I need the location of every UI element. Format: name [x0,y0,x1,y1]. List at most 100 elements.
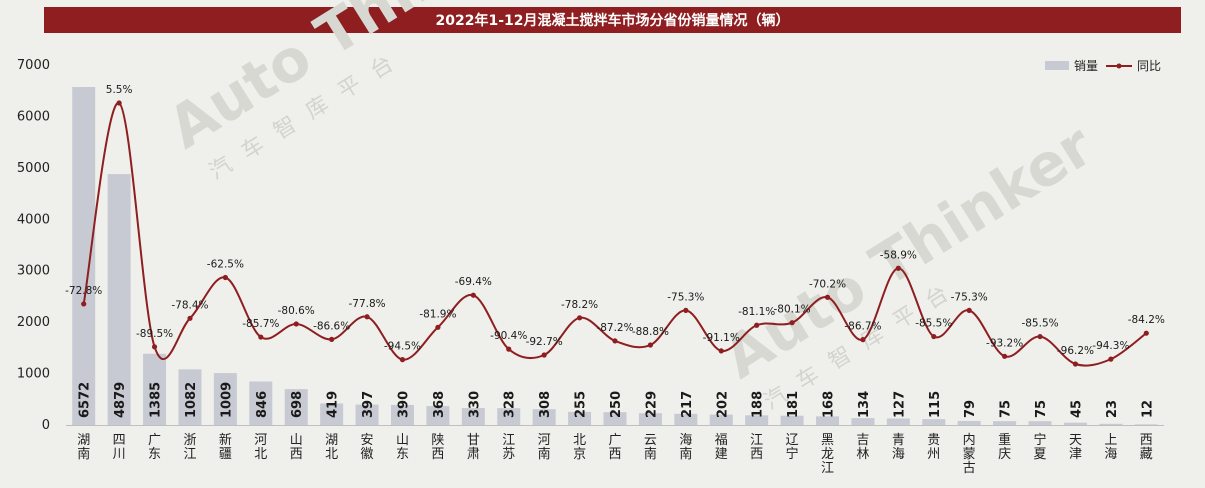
bar-江西 [745,415,769,425]
legend-line-label: 同比 [1137,59,1162,73]
y-tick-label: 6000 [17,109,50,124]
bar-value-label: 1082 [184,382,199,418]
bar-value-label: 12 [1140,400,1155,418]
x-tick-label: 广西 [608,433,621,462]
yoy-point [506,346,512,352]
yoy-point [612,338,618,344]
x-tick-label: 山西 [290,433,303,462]
yoy-point [895,265,901,271]
legend-item-yoy: 同比 [1106,57,1161,74]
bar-北京 [568,411,592,425]
x-tick-label: 青海 [892,433,905,462]
bar-value-label: 1385 [149,382,164,418]
legend-bar-label: 销量 [1074,59,1099,73]
bar-宁夏 [1028,421,1052,425]
x-tick-label: 宁夏 [1034,432,1047,462]
x-tick-label: 四川 [113,433,126,462]
bar-内蒙古 [957,420,981,425]
bar-value-label: 181 [786,391,801,418]
yoy-data-label: -85.5% [915,318,952,330]
yoy-data-label: -77.8% [348,298,385,310]
yoy-data-label: -86.6% [313,320,350,332]
bar-海南 [674,413,698,425]
bar-value-label: 328 [503,391,518,418]
bar-value-label: 330 [467,391,482,418]
x-tick-label: 甘肃 [467,433,480,462]
x-tick-label: 浙江 [183,433,196,462]
x-tick-label: 河北 [254,433,267,462]
yoy-data-label: -90.4% [490,330,527,342]
bar-浙江 [178,369,202,425]
x-tick-label: 辽宁 [786,433,799,462]
bar-value-label: 250 [609,391,624,418]
yoy-data-label: -89.5% [136,328,173,340]
yoy-point [931,333,937,340]
x-tick-label: 河南 [538,433,551,462]
x-tick-label: 江西 [750,433,763,462]
x-tick-label: 湖南 [77,433,90,462]
yoy-data-label: -96.2% [1057,345,1094,357]
bar-value-label: 127 [892,391,907,418]
x-tick-label: 山东 [396,433,409,462]
bar-重庆 [993,421,1017,425]
x-tick-label: 福建 [715,433,728,462]
bar-湖南 [72,87,96,426]
bar-value-label: 188 [751,391,766,418]
yoy-point [470,292,476,298]
bar-value-label: 4879 [113,382,128,418]
x-tick-label: 吉林 [856,433,869,462]
bar-value-label: 23 [1105,400,1120,418]
bar-value-label: 1009 [219,382,234,418]
yoy-point [789,320,795,326]
bar-value-label: 368 [432,391,447,418]
x-tick-label: 上海 [1104,433,1117,462]
x-tick-label: 安徽 [361,433,374,462]
x-tick-label: 海南 [679,433,692,462]
yoy-data-label: -86.7% [844,321,881,333]
bar-广东 [143,353,167,425]
x-tick-label: 天津 [1069,433,1082,462]
bar-value-label: 308 [538,391,553,418]
yoy-point [435,324,441,330]
bar-value-label: 115 [928,391,943,418]
yoy-data-label: -80.1% [774,304,811,316]
bar-value-label: 79 [963,400,978,418]
bar-新疆 [213,373,237,425]
yoy-point [116,100,122,106]
yoy-point [258,334,264,340]
y-tick-label: 5000 [17,161,50,176]
yoy-data-label: -88.8% [632,326,669,338]
yoy-data-label: -93.2% [986,337,1023,349]
bar-value-label: 255 [574,391,589,418]
yoy-point [683,307,689,313]
x-tick-label: 内蒙古 [963,432,976,476]
x-tick-label: 贵州 [927,433,940,462]
yoy-point [151,344,158,350]
yoy-point [1072,361,1079,367]
bar-河北 [249,381,273,425]
x-tick-label: 江苏 [502,433,515,462]
bar-陕西 [426,406,450,425]
bar-上海 [1099,423,1123,425]
yoy-point [364,314,370,320]
yoy-point [824,294,831,300]
legend-bar-swatch [1045,61,1069,70]
yoy-data-label: -92.7% [526,336,563,348]
y-tick-label: 1000 [17,367,50,382]
x-tick-label: 北京 [573,433,586,462]
bar-云南 [638,413,662,425]
yoy-data-label: -81.9% [419,308,456,320]
bar-value-label: 390 [396,391,411,418]
bar-黑龙江 [816,416,840,425]
bar-value-label: 75 [1034,400,1049,418]
yoy-data-label: -94.3% [1092,340,1129,352]
bar-安徽 [355,404,379,425]
y-tick-label: 4000 [17,212,50,227]
x-tick-label: 湖北 [325,433,338,462]
yoy-data-label: -85.7% [242,318,279,330]
yoy-data-label: -75.3% [667,291,704,303]
yoy-data-label: -84.2% [1128,314,1165,326]
y-tick-label: 0 [42,418,50,433]
yoy-data-label: -75.3% [951,291,988,303]
yoy-point [1143,330,1149,336]
